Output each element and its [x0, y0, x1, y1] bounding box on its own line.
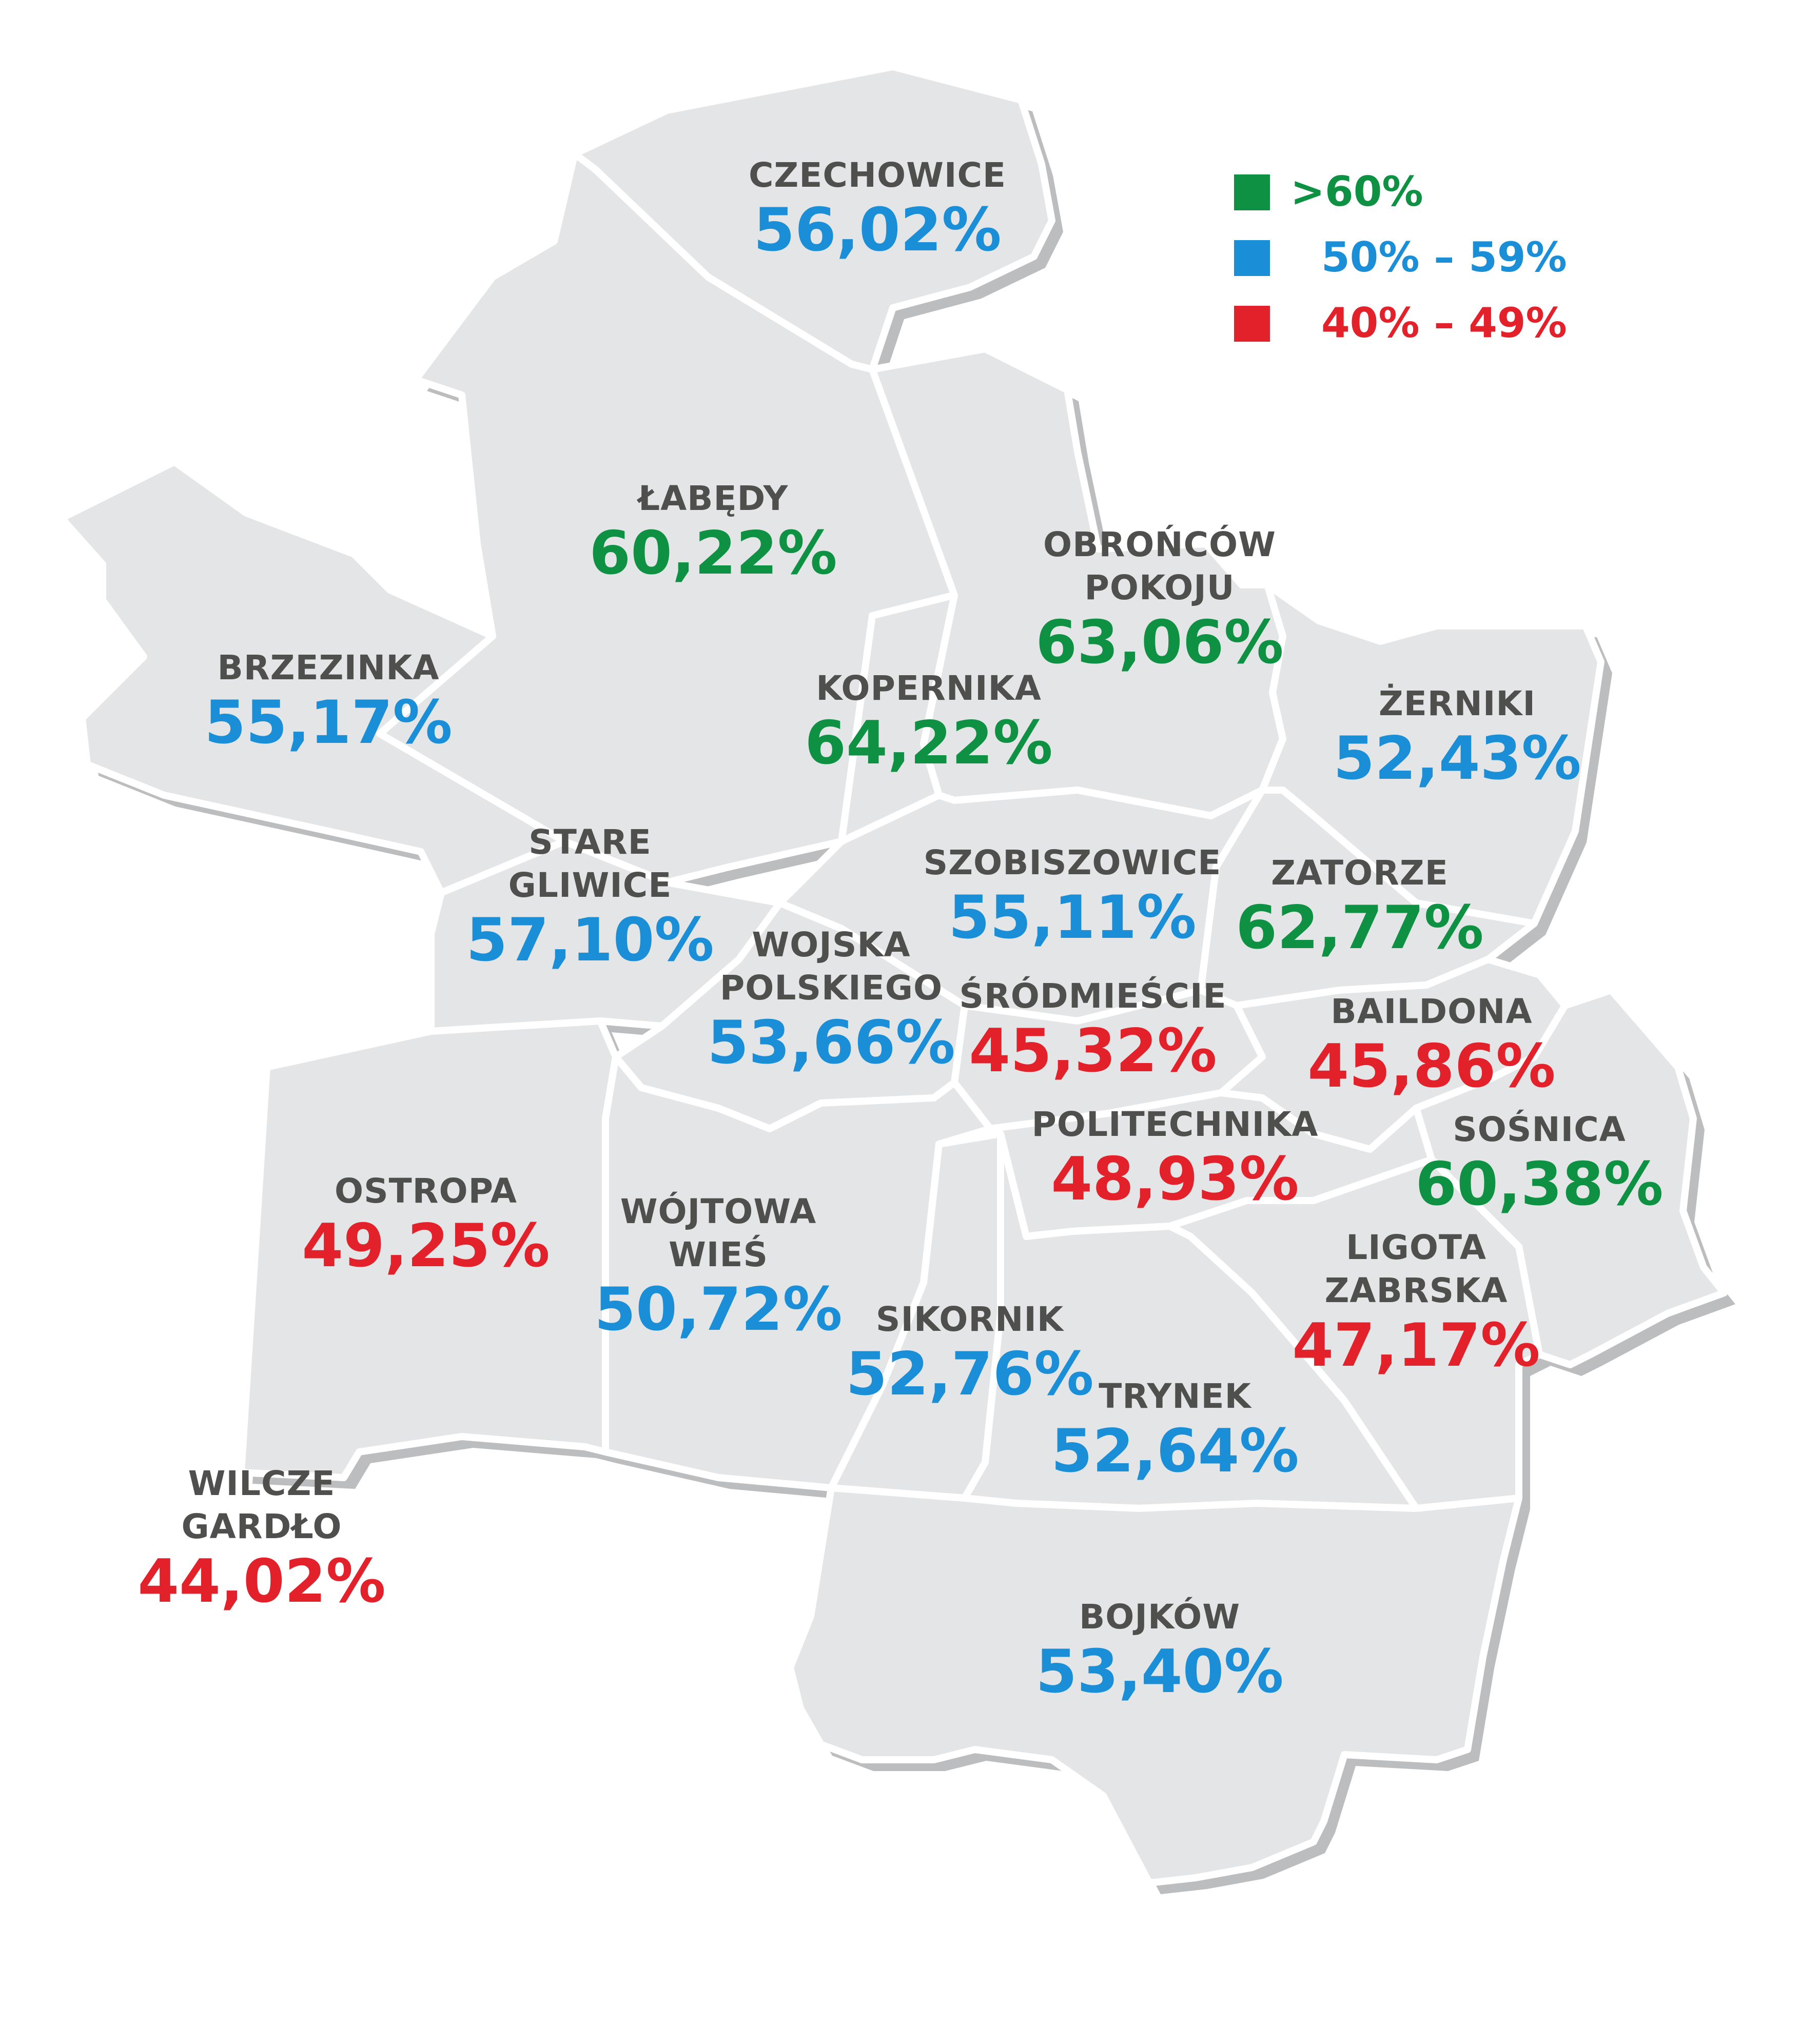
district-label-obroncow-pokoju: OBROŃCÓW POKOJU 63,06%	[1035, 523, 1283, 676]
district-name: POLSKIEGO	[719, 968, 943, 1008]
district-percent: 44,02%	[138, 1547, 386, 1616]
legend-label: 40% – 49%	[1321, 299, 1567, 347]
district-name: GARDŁO	[181, 1507, 342, 1546]
district-name: ZATORZE	[1271, 853, 1449, 893]
district-name: OSTROPA	[335, 1171, 517, 1211]
district-percent: 52,76%	[846, 1340, 1094, 1409]
district-label-brzezinka: BRZEZINKA 55,17%	[204, 646, 452, 756]
district-name: BOJKÓW	[1079, 1597, 1241, 1637]
district-name: SOŚNICA	[1453, 1110, 1626, 1149]
district-name: ŻERNIKI	[1378, 684, 1536, 723]
district-label-trynek: TRYNEK 52,64%	[1051, 1375, 1299, 1485]
district-label-szobiszowice: SZOBISZOWICE 55,11%	[924, 841, 1222, 951]
district-label-wilcze-gardlo: WILCZE GARDŁO 44,02%	[138, 1462, 385, 1615]
district-label-stare-gliwice: STARE GLIWICE 57,10%	[466, 821, 714, 974]
district-label-czechowice: CZECHOWICE 56,02%	[749, 154, 1006, 264]
legend-label: 50% – 59%	[1321, 233, 1567, 281]
district-name: TRYNEK	[1099, 1377, 1251, 1416]
district-shapes-layer	[58, 63, 1728, 1886]
district-label-wojtowa-wies: WÓJTOWA WIEŚ 50,72%	[594, 1190, 842, 1343]
district-percent: 52,43%	[1333, 724, 1581, 793]
district-label-zatorze: ZATORZE 62,77%	[1236, 852, 1483, 961]
district-name: WIEŚ	[669, 1235, 768, 1274]
district-name: WILCZE	[188, 1464, 336, 1503]
district-name: POKOJU	[1084, 568, 1235, 607]
district-name: GLIWICE	[508, 866, 672, 905]
district-name: ZABRSKA	[1324, 1271, 1508, 1310]
district-name: WOJSKA	[752, 925, 911, 965]
district-name: SZOBISZOWICE	[923, 843, 1222, 882]
district-percent: 53,66%	[707, 1008, 955, 1077]
legend-swatch	[1234, 174, 1270, 210]
district-percent: 49,25%	[302, 1211, 550, 1281]
district-percent: 48,93%	[1051, 1145, 1299, 1214]
district-label-srodmiescie: ŚRÓDMIEŚCIE 45,32%	[959, 975, 1226, 1085]
district-percent: 62,77%	[1236, 893, 1484, 962]
district-label-sosnica: SOŚNICA 60,38%	[1415, 1108, 1663, 1218]
district-percent: 45,32%	[969, 1016, 1217, 1086]
district-percent: 60,22%	[589, 519, 837, 588]
district-percent: 64,22%	[805, 709, 1053, 778]
district-name: POLITECHNIKA	[1031, 1105, 1319, 1144]
district-percent: 52,64%	[1051, 1417, 1299, 1486]
legend-label: >60%	[1290, 168, 1423, 215]
district-name: SIKORNIK	[875, 1300, 1064, 1339]
district-percent: 55,17%	[204, 688, 453, 757]
district-area-bojkow[interactable]	[787, 1484, 1522, 1886]
district-percent: 63,06%	[1035, 608, 1284, 677]
district-area-kopernika[interactable]	[838, 592, 958, 845]
legend-swatch	[1234, 240, 1270, 276]
district-name: WÓJTOWA	[620, 1192, 817, 1231]
district-area-brzezinka[interactable]	[58, 458, 568, 896]
district-label-bojkow: BOJKÓW 53,40%	[1035, 1596, 1283, 1705]
district-percent: 57,10%	[466, 906, 714, 975]
district-name: KOPERNIKA	[816, 669, 1042, 708]
district-area-ostropa[interactable]	[238, 1017, 619, 1481]
district-label-ostropa: OSTROPA 49,25%	[302, 1170, 550, 1280]
district-percent: 56,02%	[753, 195, 1002, 265]
district-label-baildona: BAILDONA 45,86%	[1307, 990, 1555, 1100]
district-percent: 45,86%	[1307, 1032, 1556, 1101]
district-label-kopernika: KOPERNIKA 64,22%	[805, 667, 1052, 777]
district-label-sikornik: SIKORNIK 52,76%	[846, 1298, 1093, 1408]
district-name: ŁABĘDY	[638, 479, 789, 518]
district-name: CZECHOWICE	[748, 155, 1007, 195]
district-label-politechnika: POLITECHNIKA 48,93%	[1032, 1103, 1319, 1213]
district-area-stare-gliwice[interactable]	[427, 838, 784, 1035]
district-percent: 53,40%	[1035, 1637, 1284, 1706]
district-name: BRZEZINKA	[217, 648, 440, 687]
district-label-ligota-zabrska: LIGOTA ZABRSKA 47,17%	[1292, 1226, 1540, 1379]
legend-swatch	[1234, 306, 1270, 342]
district-label-labedy: ŁABĘDY 60,22%	[589, 477, 837, 587]
district-label-wojska-polskiego: WOJSKA POLSKIEGO 53,66%	[707, 923, 955, 1076]
district-percent: 47,17%	[1292, 1311, 1540, 1380]
district-percent: 50,72%	[594, 1275, 843, 1344]
district-name: BAILDONA	[1331, 992, 1533, 1031]
district-name: STARE	[529, 822, 652, 862]
district-name: ŚRÓDMIEŚCIE	[959, 976, 1227, 1016]
district-name: LIGOTA	[1346, 1228, 1486, 1267]
district-label-zerniki: ŻERNIKI 52,43%	[1333, 682, 1581, 792]
district-percent: 60,38%	[1415, 1150, 1664, 1219]
district-percent: 55,11%	[948, 883, 1197, 952]
district-name: OBROŃCÓW	[1043, 525, 1276, 564]
